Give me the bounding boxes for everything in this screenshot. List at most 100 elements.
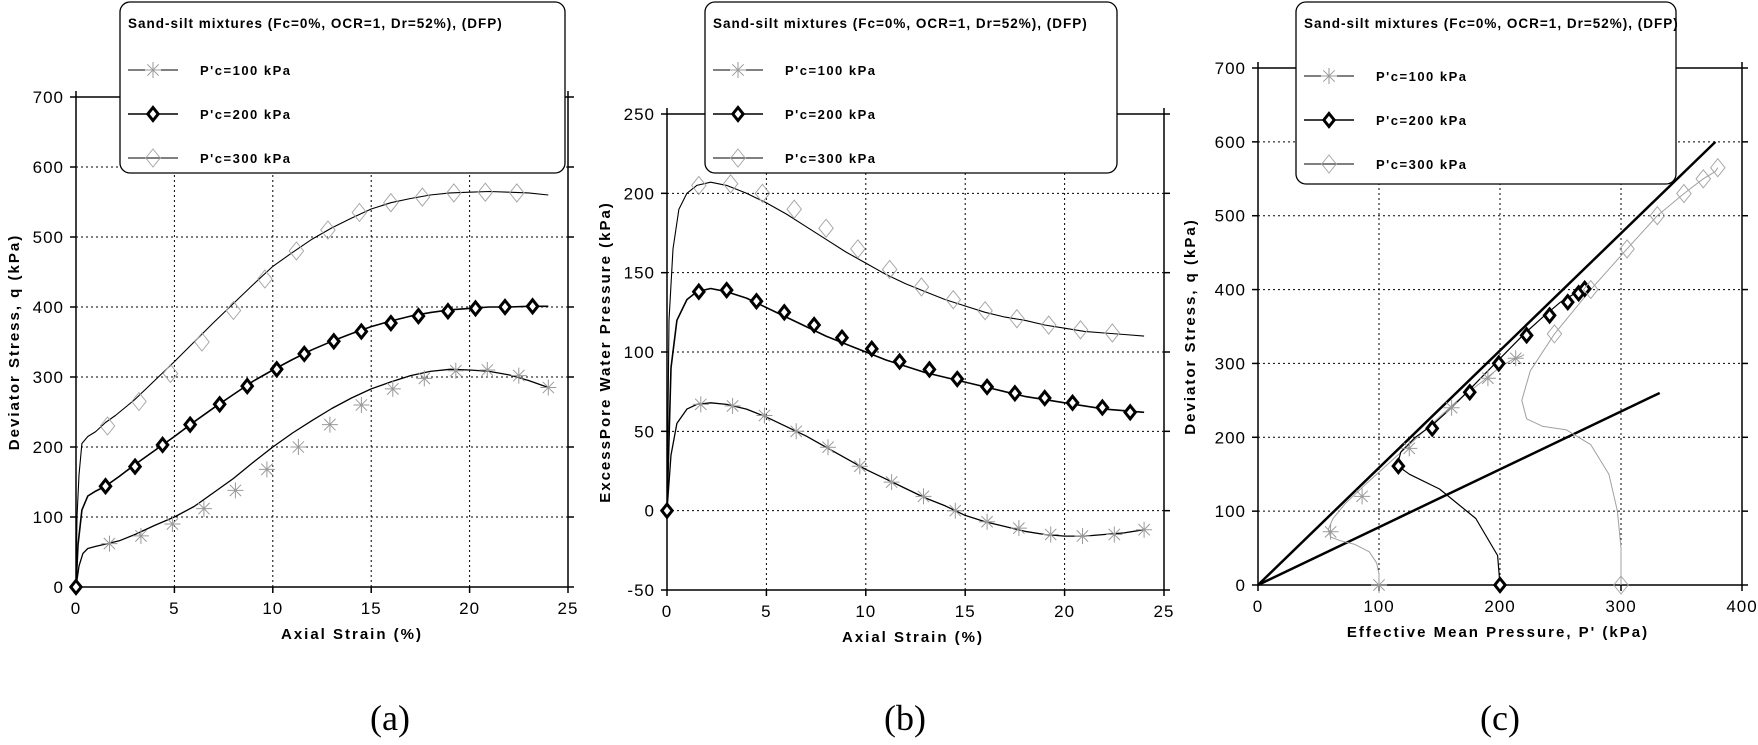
legend-swatch-marker	[1321, 68, 1337, 84]
y-tick-label: 600	[33, 158, 64, 177]
series-2-marker	[354, 322, 369, 341]
series-1-marker	[1443, 399, 1460, 416]
series-3-marker	[1040, 315, 1057, 335]
series-3-marker	[754, 183, 771, 204]
series-2-marker	[1095, 398, 1110, 417]
series-1-marker	[384, 380, 401, 397]
series-2-marker	[1007, 384, 1023, 403]
legend-swatch-marker	[145, 105, 161, 123]
x-tick-label: 10	[855, 602, 876, 621]
series-1-marker	[1479, 370, 1496, 387]
legend-entry-label: P'c=300 kPa	[785, 151, 877, 166]
y-tick-label: 100	[33, 508, 64, 527]
series-1-marker	[915, 488, 932, 505]
legend-entry-label: P'c=200 kPa	[200, 107, 292, 122]
y-tick-label: 700	[33, 88, 64, 107]
y-tick-label: 200	[1215, 428, 1246, 447]
legend-entry-label: P'c=100 kPa	[1376, 69, 1468, 84]
series-2-marker	[659, 501, 675, 520]
series-3-marker	[1009, 308, 1025, 329]
x-tick-label: 0	[1253, 597, 1263, 616]
legend-entry-label: P'c=200 kPa	[1376, 113, 1468, 128]
series-3-marker	[786, 199, 803, 220]
series-2-marker	[269, 360, 284, 379]
y-tick-label: 0	[1236, 576, 1246, 595]
series-1-marker	[1106, 526, 1123, 543]
x-tick-label: 25	[1154, 602, 1175, 621]
series-3-marker	[194, 332, 210, 352]
series-2-marker	[497, 298, 513, 316]
series-2-marker	[922, 360, 937, 379]
series-2-marker	[691, 282, 706, 301]
series-2-marker	[806, 316, 822, 334]
series-1-marker	[227, 482, 244, 499]
series-2-marker	[719, 281, 734, 300]
y-axis-label: Deviator Stress, q (kPa)	[6, 234, 23, 450]
legend-swatch-marker	[1321, 111, 1337, 129]
series-3-marker	[1613, 575, 1629, 595]
series-3-marker	[690, 175, 707, 196]
y-tick-label: 0	[645, 502, 655, 521]
series-3-marker	[508, 183, 525, 203]
series-1-marker	[1507, 350, 1524, 367]
series-2-marker	[468, 299, 483, 318]
legend-entry-label: P'c=300 kPa	[1376, 157, 1468, 172]
series-1-marker	[1010, 520, 1027, 537]
series-2-marker	[1462, 383, 1477, 402]
x-tick-label: 400	[1726, 597, 1757, 616]
series-line-3	[75, 190, 549, 588]
series-2-marker	[240, 377, 255, 396]
x-tick-label: 20	[459, 599, 480, 618]
series-1-marker	[851, 458, 868, 475]
series-1-marker	[756, 407, 773, 424]
series-1-marker	[321, 416, 338, 433]
legend-entry-label: P'c=300 kPa	[200, 151, 292, 166]
series-1-marker	[1074, 528, 1091, 545]
legend-swatch-marker	[730, 105, 746, 123]
plot-frame	[666, 113, 1165, 591]
legend-swatch-marker	[1321, 154, 1337, 174]
y-axis-label: ExcessPore Water Pressure (kPa)	[597, 201, 614, 503]
series-3-marker	[131, 391, 147, 412]
series-1-marker	[258, 461, 275, 478]
series-3-marker	[162, 363, 179, 384]
series-3-marker	[414, 187, 431, 207]
failure-reference-line	[1257, 140, 1717, 586]
y-tick-label: 150	[624, 264, 655, 283]
series-1-marker	[195, 500, 212, 517]
series-2-marker	[297, 344, 312, 363]
series-1-marker	[479, 362, 496, 378]
series-2-marker	[892, 352, 907, 371]
series-line-1	[75, 368, 549, 588]
legend-box	[119, 1, 566, 174]
chart-panel-c: 0 100 200 300 400 0 100 200 300 400 500 600 700 Effec…	[1182, 1, 1757, 738]
chart-panel-b: 0 5 10 15 20 25 -50 0 50 100 150 200 250 Axial Strain…	[597, 1, 1175, 738]
x-tick-label: 15	[955, 602, 976, 621]
series-1-marker	[447, 362, 464, 379]
legend-entry-label: P'c=100 kPa	[785, 63, 877, 78]
legend-swatch-marker	[145, 148, 161, 168]
series-2-marker	[525, 297, 540, 316]
series-1-marker	[132, 527, 149, 544]
series-1-marker	[788, 423, 805, 440]
x-tick-label: 5	[761, 602, 771, 621]
x-axis-label: Axial Strain (%)	[842, 629, 984, 646]
y-tick-label: 400	[33, 298, 64, 317]
series-2-marker	[1491, 354, 1506, 373]
series-1-marker	[540, 379, 557, 396]
series-line-1	[666, 402, 1145, 537]
legend-swatch-marker	[145, 62, 161, 78]
series-3-marker	[320, 220, 336, 240]
series-2-marker	[834, 328, 850, 347]
series-3-marker	[818, 218, 834, 239]
series-1-marker	[947, 502, 964, 519]
legend-title: Sand-silt mixtures (Fc=0%, OCR=1, Dr=52%…	[1304, 16, 1679, 31]
series-1-marker	[724, 397, 741, 414]
x-tick-label: 20	[1054, 602, 1075, 621]
series-1-marker	[510, 367, 527, 384]
series-3-marker	[722, 174, 739, 194]
series-3-marker	[977, 300, 993, 321]
series-1-marker	[416, 370, 433, 387]
series-2-marker	[1037, 389, 1052, 407]
x-tick-label: 0	[662, 602, 672, 621]
